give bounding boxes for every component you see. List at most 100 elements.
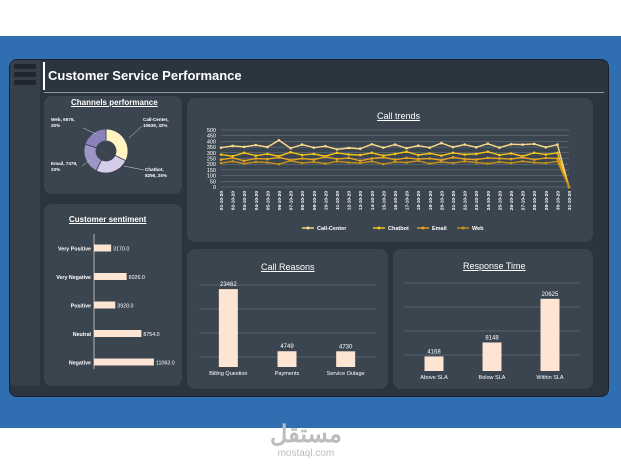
response-bar-chart: 4168 Above SLA 8148 Below SLA 20625 Within SL…	[405, 282, 579, 381]
trends-x-tick: 18-10-20	[416, 191, 422, 211]
bar-category-label: Billing Question	[209, 371, 247, 377]
trends-point	[231, 144, 234, 148]
trends-x-tick: 03-10-20	[242, 191, 248, 211]
sentiment-category-label: Negative	[69, 361, 91, 367]
trends-point	[451, 156, 455, 159]
trends-point	[312, 158, 316, 161]
trends-x-tick: 08-10-20	[300, 191, 306, 211]
trends-point	[254, 154, 258, 157]
bar-category-label: Within SLA	[536, 375, 564, 381]
trends-point	[486, 156, 490, 160]
trends-point	[324, 144, 327, 148]
trends-point	[254, 160, 258, 164]
trends-point	[219, 153, 223, 156]
trends-x-tick: 11-10-20	[335, 191, 341, 210]
trends-point	[451, 151, 455, 155]
trends-legend-label: Web	[472, 226, 484, 232]
trends-series-line-chatbot	[220, 150, 570, 188]
trends-point	[474, 158, 478, 161]
trends-point	[509, 157, 513, 161]
trends-point	[300, 153, 304, 157]
trends-point	[532, 142, 536, 146]
trends-point	[509, 142, 513, 146]
leader-line	[123, 165, 145, 171]
trends-point	[312, 160, 316, 164]
sentiment-category-label: Very Positive	[58, 247, 91, 253]
trends-point	[567, 185, 571, 189]
sentiment-bar	[94, 358, 154, 366]
trends-point	[416, 144, 420, 148]
trends-y-tick: 350	[207, 145, 216, 151]
trends-x-tick: 22-10-20	[463, 191, 469, 211]
trends-point	[498, 146, 501, 149]
bar-response	[482, 342, 502, 371]
trends-point	[463, 157, 466, 161]
bar-response	[540, 298, 560, 371]
trends-point	[498, 157, 501, 160]
trends-point	[509, 161, 513, 165]
sentiment-category-label: Very Negative	[56, 275, 91, 281]
trends-point	[544, 153, 548, 156]
bar-value-label: 4730	[339, 344, 353, 350]
trends-point	[451, 145, 455, 149]
trends-point	[382, 162, 385, 166]
trends-point	[440, 160, 443, 164]
watermark-arabic: مستقل	[270, 421, 342, 448]
trends-point	[474, 146, 478, 149]
sentiment-value-label: 8754.0	[143, 332, 159, 338]
trends-point	[289, 150, 292, 154]
trends-legend-marker	[377, 226, 381, 230]
trends-point	[382, 146, 385, 149]
page-title: Customer Service Performance	[48, 68, 242, 83]
trends-point	[312, 152, 316, 156]
sidebar-menu-icon[interactable]	[14, 72, 36, 77]
channels-donut-chart	[81, 125, 145, 174]
bar-category-label: Below SLA	[479, 375, 506, 381]
trends-point	[544, 161, 548, 165]
sentiment-bar	[94, 244, 112, 252]
trends-point	[532, 151, 536, 155]
donut-slice-web	[84, 128, 107, 149]
sentiment-value-label: 11063.0	[156, 361, 175, 367]
trends-point	[440, 154, 443, 157]
trends-point	[219, 158, 223, 161]
bar-value-label: 4749	[280, 344, 294, 350]
bar-reasons	[336, 351, 356, 367]
bar-value-label: 8148	[485, 335, 499, 341]
trends-x-tick: 06-10-20	[277, 191, 283, 211]
trends-point	[277, 138, 281, 142]
reasons-title: Call Reasons	[261, 262, 315, 272]
trends-point	[335, 148, 339, 151]
trends-point	[393, 143, 397, 146]
sidebar	[10, 60, 40, 386]
sentiment-title: Customer sentiment	[69, 215, 147, 224]
trends-x-tick: 29-10-20	[544, 191, 550, 211]
trends-point	[451, 161, 455, 165]
sidebar-menu-icon[interactable]	[14, 80, 36, 85]
sidebar-menu-icon[interactable]	[14, 64, 36, 69]
trends-point	[405, 150, 408, 153]
trends-point	[498, 153, 501, 157]
trends-point	[347, 146, 350, 150]
trends-y-tick: 500	[207, 128, 216, 134]
trends-point	[463, 160, 466, 163]
bar-value-label: 20625	[542, 292, 559, 298]
trends-x-tick: 21-10-20	[451, 191, 457, 211]
trends-point	[242, 159, 246, 163]
sentiment-panel	[44, 204, 182, 386]
trends-point	[312, 146, 316, 149]
trends-y-tick: 0	[213, 185, 216, 191]
trends-point	[335, 151, 339, 155]
trends-point	[521, 143, 524, 146]
sentiment-value-label: 3928.0	[117, 304, 133, 310]
trends-point	[266, 157, 269, 161]
trends-point	[405, 161, 408, 164]
trends-point	[347, 156, 350, 160]
trends-point	[347, 153, 350, 156]
trends-point	[277, 156, 281, 159]
trends-point	[289, 146, 292, 150]
trends-point	[219, 161, 223, 165]
trends-x-tick: 30-10-20	[555, 191, 561, 211]
trends-y-tick: 400	[207, 139, 216, 145]
trends-title: Call trends	[377, 111, 421, 121]
